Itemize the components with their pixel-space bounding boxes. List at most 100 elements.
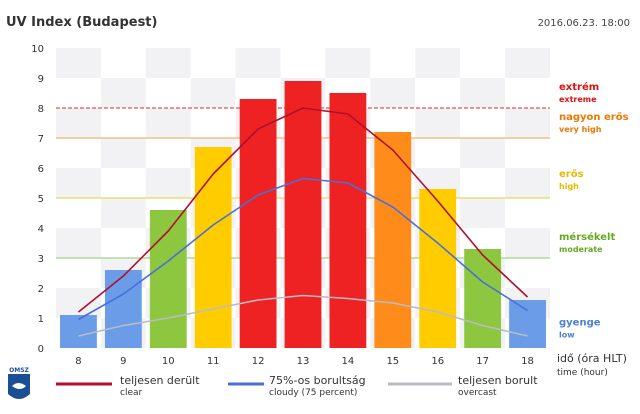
legend-label-cloudy-en: cloudy (75 percent) bbox=[269, 388, 357, 398]
legend-label-overcast: teljesen borult bbox=[458, 374, 538, 387]
grid-cell bbox=[460, 48, 506, 78]
zone-label-en-0: extreme bbox=[559, 95, 597, 104]
grid-cell bbox=[56, 288, 101, 318]
uv-bar-16 bbox=[419, 189, 457, 348]
grid-cell bbox=[505, 168, 550, 198]
forecast-datetime: 2016.06.23. 18:00 bbox=[538, 18, 630, 29]
legend-label-clear: teljesen derült bbox=[120, 374, 200, 387]
grid-cell bbox=[415, 78, 461, 108]
y-tick-9: 9 bbox=[38, 74, 44, 85]
series-cloudy-line bbox=[78, 177, 528, 321]
series-overcast-line bbox=[78, 294, 528, 337]
zone-label-1: nagyon erős bbox=[559, 111, 629, 123]
grid-cell bbox=[56, 228, 101, 258]
zone-label-en-3: moderate bbox=[559, 245, 603, 254]
series-clear-line bbox=[77, 107, 529, 313]
grid-cell bbox=[100, 198, 146, 228]
y-tick-0: 0 bbox=[38, 344, 44, 355]
y-tick-3: 3 bbox=[38, 254, 44, 265]
zone-label-en-2: high bbox=[559, 182, 579, 191]
grid-cell bbox=[190, 108, 236, 138]
zone-labels: extrém extreme nagyon erős very high erős hig… bbox=[559, 81, 629, 340]
y-tick-2: 2 bbox=[38, 284, 44, 295]
chart-title: UV Index (Budapest) bbox=[6, 15, 157, 30]
zone-label-4: gyenge bbox=[559, 318, 601, 329]
grid-cell bbox=[56, 258, 101, 288]
legend-label-cloudy: 75%-os borultság bbox=[269, 374, 366, 387]
x-tick-8: 8 bbox=[75, 356, 81, 367]
grid-cell bbox=[235, 48, 281, 78]
grid-cell bbox=[56, 48, 101, 78]
uv-bar-14 bbox=[329, 93, 367, 348]
x-tick-15: 15 bbox=[386, 356, 399, 367]
grid-cell bbox=[56, 108, 101, 138]
x-tick-12: 12 bbox=[252, 356, 265, 367]
grid-cell bbox=[505, 138, 550, 168]
x-tick-9: 9 bbox=[120, 356, 126, 367]
grid-cell bbox=[460, 168, 506, 198]
grid-cell bbox=[280, 48, 326, 78]
uv-bar-9 bbox=[104, 270, 142, 348]
grid-cell bbox=[145, 168, 191, 198]
grid-cell bbox=[505, 258, 550, 288]
grid-cell bbox=[145, 108, 191, 138]
zone-label-en-1: very high bbox=[559, 125, 602, 134]
grid-cell bbox=[460, 78, 506, 108]
grid-cell bbox=[505, 108, 550, 138]
zone-label-3: mérsékelt bbox=[559, 231, 615, 243]
grid-cell bbox=[460, 198, 506, 228]
grid-cell bbox=[370, 78, 416, 108]
y-tick-6: 6 bbox=[38, 164, 44, 175]
omsz-logo: OMSZ bbox=[8, 367, 30, 399]
x-tick-16: 16 bbox=[431, 356, 444, 367]
logo-text: OMSZ bbox=[9, 367, 29, 374]
grid-cell bbox=[415, 138, 461, 168]
grid-cell bbox=[460, 138, 506, 168]
y-tick-5: 5 bbox=[38, 194, 44, 205]
grid-cell bbox=[325, 48, 371, 78]
grid-cell bbox=[100, 228, 146, 258]
uv-bar-15 bbox=[374, 132, 412, 348]
grid-cell bbox=[460, 108, 506, 138]
grid-cell bbox=[415, 108, 461, 138]
grid-cell bbox=[145, 48, 191, 78]
x-tick-13: 13 bbox=[297, 356, 310, 367]
x-tick-14: 14 bbox=[342, 356, 355, 367]
uv-bar-18 bbox=[509, 300, 546, 348]
y-tick-4: 4 bbox=[38, 224, 44, 235]
x-tick-17: 17 bbox=[476, 356, 489, 367]
y-tick-1: 1 bbox=[38, 314, 44, 325]
x-axis-label-en: time (hour) bbox=[557, 368, 608, 378]
grid-cell bbox=[100, 108, 146, 138]
y-axis-ticks: 0 1 2 3 4 5 6 7 8 9 10 bbox=[31, 44, 44, 355]
legend: teljesen derült clear 75%-os borultság c… bbox=[56, 374, 538, 398]
grid-cell bbox=[145, 138, 191, 168]
grid-cell bbox=[56, 198, 101, 228]
grid-cell bbox=[190, 78, 236, 108]
grid-cell bbox=[415, 48, 461, 78]
logo-wave-icon bbox=[12, 383, 26, 389]
forecast-lines bbox=[77, 107, 529, 337]
grid-cell bbox=[190, 48, 236, 78]
grid-cell bbox=[56, 78, 101, 108]
y-tick-7: 7 bbox=[38, 134, 44, 145]
grid-cell bbox=[370, 48, 416, 78]
grid-cell bbox=[100, 168, 146, 198]
grid-cell bbox=[505, 198, 550, 228]
uv-bar-8 bbox=[60, 315, 97, 348]
legend-label-overcast-en: overcast bbox=[458, 388, 497, 398]
uv-bar-12 bbox=[239, 99, 277, 348]
grid-cell bbox=[56, 168, 101, 198]
x-tick-11: 11 bbox=[207, 356, 220, 367]
zone-label-0: extrém bbox=[559, 81, 599, 93]
x-tick-10: 10 bbox=[162, 356, 175, 367]
grid-cell bbox=[505, 228, 550, 258]
uv-bar-17 bbox=[464, 249, 502, 348]
grid-cell bbox=[100, 78, 146, 108]
uv-bar-11 bbox=[194, 147, 232, 348]
zone-label-en-4: low bbox=[559, 331, 575, 340]
legend-label-clear-en: clear bbox=[120, 388, 143, 398]
grid-cell bbox=[145, 78, 191, 108]
zone-label-2: erős bbox=[559, 168, 584, 180]
